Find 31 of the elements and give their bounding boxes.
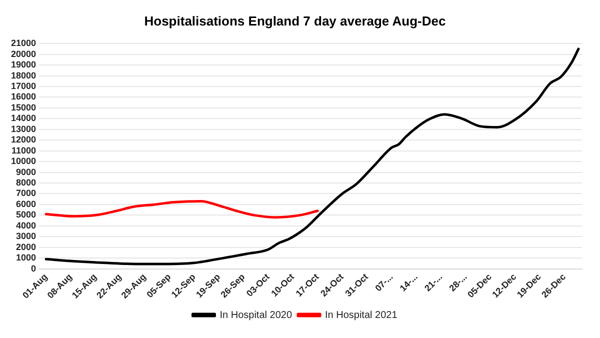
y-tick-label: 3000 [16,231,36,242]
x-tick-label: 14-... [398,272,420,294]
y-tick-label: 10000 [10,156,36,166]
y-tick-label: 16000 [10,92,36,102]
y-tick-label: 6000 [16,198,36,209]
y-tick-label: 21000 [10,38,36,48]
x-tick-label: 21-... [422,272,444,294]
y-tick-label: 13000 [10,124,36,134]
y-tick-label: 4000 [16,220,36,230]
y-tick-label: 1000 [16,252,36,263]
y-tick-label: 18000 [10,70,36,80]
y-tick-label: 19000 [10,60,36,70]
x-tick-label: 28-... [447,272,469,294]
y-tick-label: 15000 [10,102,36,112]
y-tick-label: 7000 [16,188,36,198]
y-tick-label: 20000 [10,48,36,59]
y-tick-label: 2000 [16,242,36,252]
legend-label: In Hospital 2020 [220,310,292,321]
y-tick-label: 9000 [16,166,36,177]
y-tick-label: 11000 [11,145,36,156]
line-series [44,200,319,219]
x-tick-label: 07-... [373,272,395,294]
y-tick-label: 12000 [10,134,36,145]
y-tick-label: 5000 [16,210,36,220]
y-tick-label: 8000 [16,177,36,188]
y-tick-label: 17000 [10,80,36,91]
line-series [44,48,580,266]
chart-title: Hospitalisations England 7 day average Aug-Dec [144,13,446,28]
y-tick-label: 14000 [10,113,36,124]
y-tick-label: 0 [31,263,36,274]
legend-label: In Hospital 2021 [325,310,398,321]
